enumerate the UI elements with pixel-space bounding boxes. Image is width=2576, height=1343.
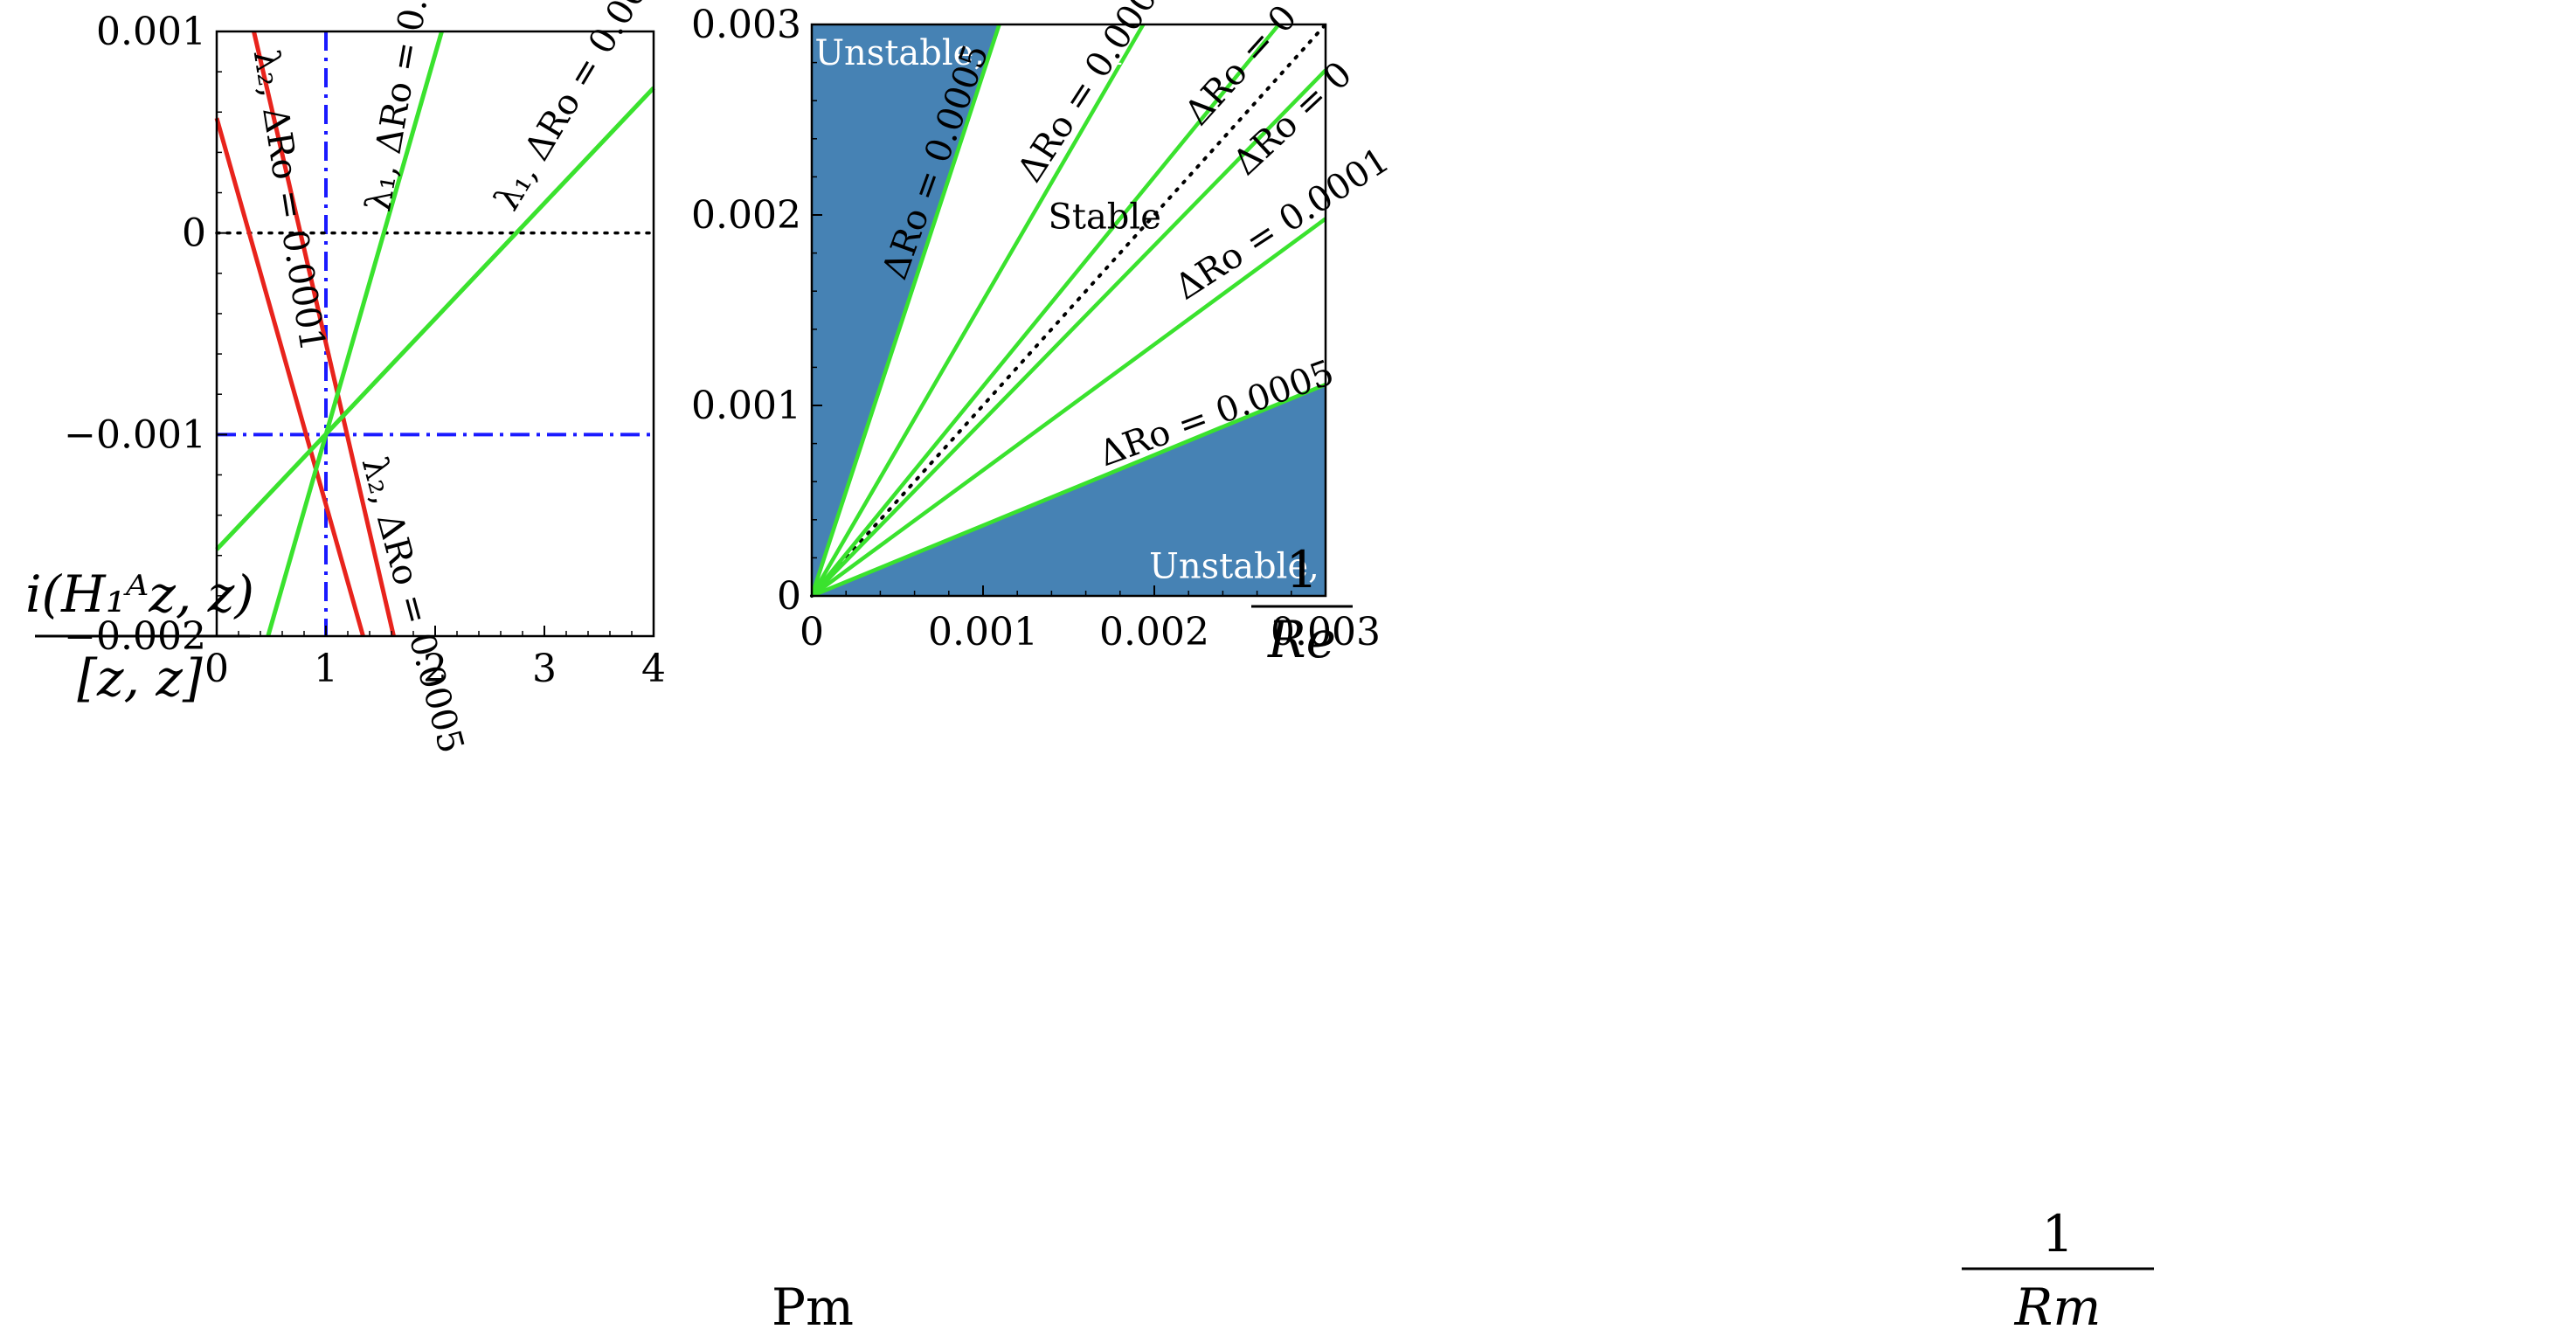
left-y-label-denominator: [z, z]	[77, 648, 203, 708]
right-y-tick-label: 0	[777, 574, 801, 619]
series-lambda1-dro-0005	[215, 86, 655, 551]
left-y-tick-label: −0.001	[64, 412, 206, 457]
right-x-label-numerator: 1	[2042, 1204, 2074, 1263]
right-annotation-stable: Stable	[1048, 197, 1160, 237]
right-y-tick-label: 0.003	[691, 3, 801, 47]
left-x-axis-label: Pm	[772, 1277, 854, 1337]
left-x-tick-label: 2	[423, 647, 447, 691]
right-x-tick-label: 0.003	[1271, 610, 1381, 654]
series-lambda1-dro-0001	[266, 31, 444, 637]
right-plot-frame	[810, 23, 1327, 598]
boundary-dro-0005-lower	[812, 382, 1326, 598]
right-y-tick-label: 0.001	[691, 384, 801, 428]
left-y-tick-label: 0	[182, 211, 206, 256]
series-lambda2-dro-0001	[252, 31, 396, 637]
boundary-dro-0001-lower	[811, 217, 1327, 598]
right-y-tick-label: 0.002	[691, 193, 801, 238]
left-y-axis-label: i(H₁ᴬz, z) [z, z]	[25, 564, 254, 708]
right-y-axis-label: 1 Re	[1251, 540, 1353, 669]
right-y-label-numerator: 1	[1286, 540, 1319, 599]
boundary-dro-0-upper	[811, 23, 1281, 597]
left-y-label-numerator: i(H₁ᴬz, z)	[25, 564, 254, 624]
left-x-tick-label: 4	[641, 647, 666, 691]
left-x-tick-label: 0	[204, 647, 229, 691]
right-x-tick-label: 0.002	[1099, 610, 1209, 654]
right-y-label-denominator: Re	[1267, 610, 1336, 669]
boundary-dro-0-lower	[811, 68, 1327, 597]
right-x-tick-label: 0.001	[928, 610, 1038, 654]
pm-equals-1-diagonal	[810, 23, 1327, 598]
right-x-tick-label: 0	[800, 610, 824, 654]
right-x-label-denominator: Rm	[2014, 1277, 2102, 1337]
right-annotation-unstable-pm-1: Unstable, Pm > 1	[814, 33, 1126, 73]
left-x-tick-label: 1	[314, 647, 338, 691]
boundary-dro-0005-upper	[810, 24, 1001, 594]
left-y-tick-label: 0.001	[96, 10, 206, 54]
left-x-tick-label: 3	[532, 647, 557, 691]
right-x-axis-label: 1 Rm	[1962, 1204, 2154, 1337]
boundary-dro-0001-upper	[811, 23, 1146, 596]
right-annotation-unstable-pm-1: Unstable, Pm < 1	[1149, 546, 1461, 586]
series-lambda2-dro-0005	[214, 117, 365, 637]
